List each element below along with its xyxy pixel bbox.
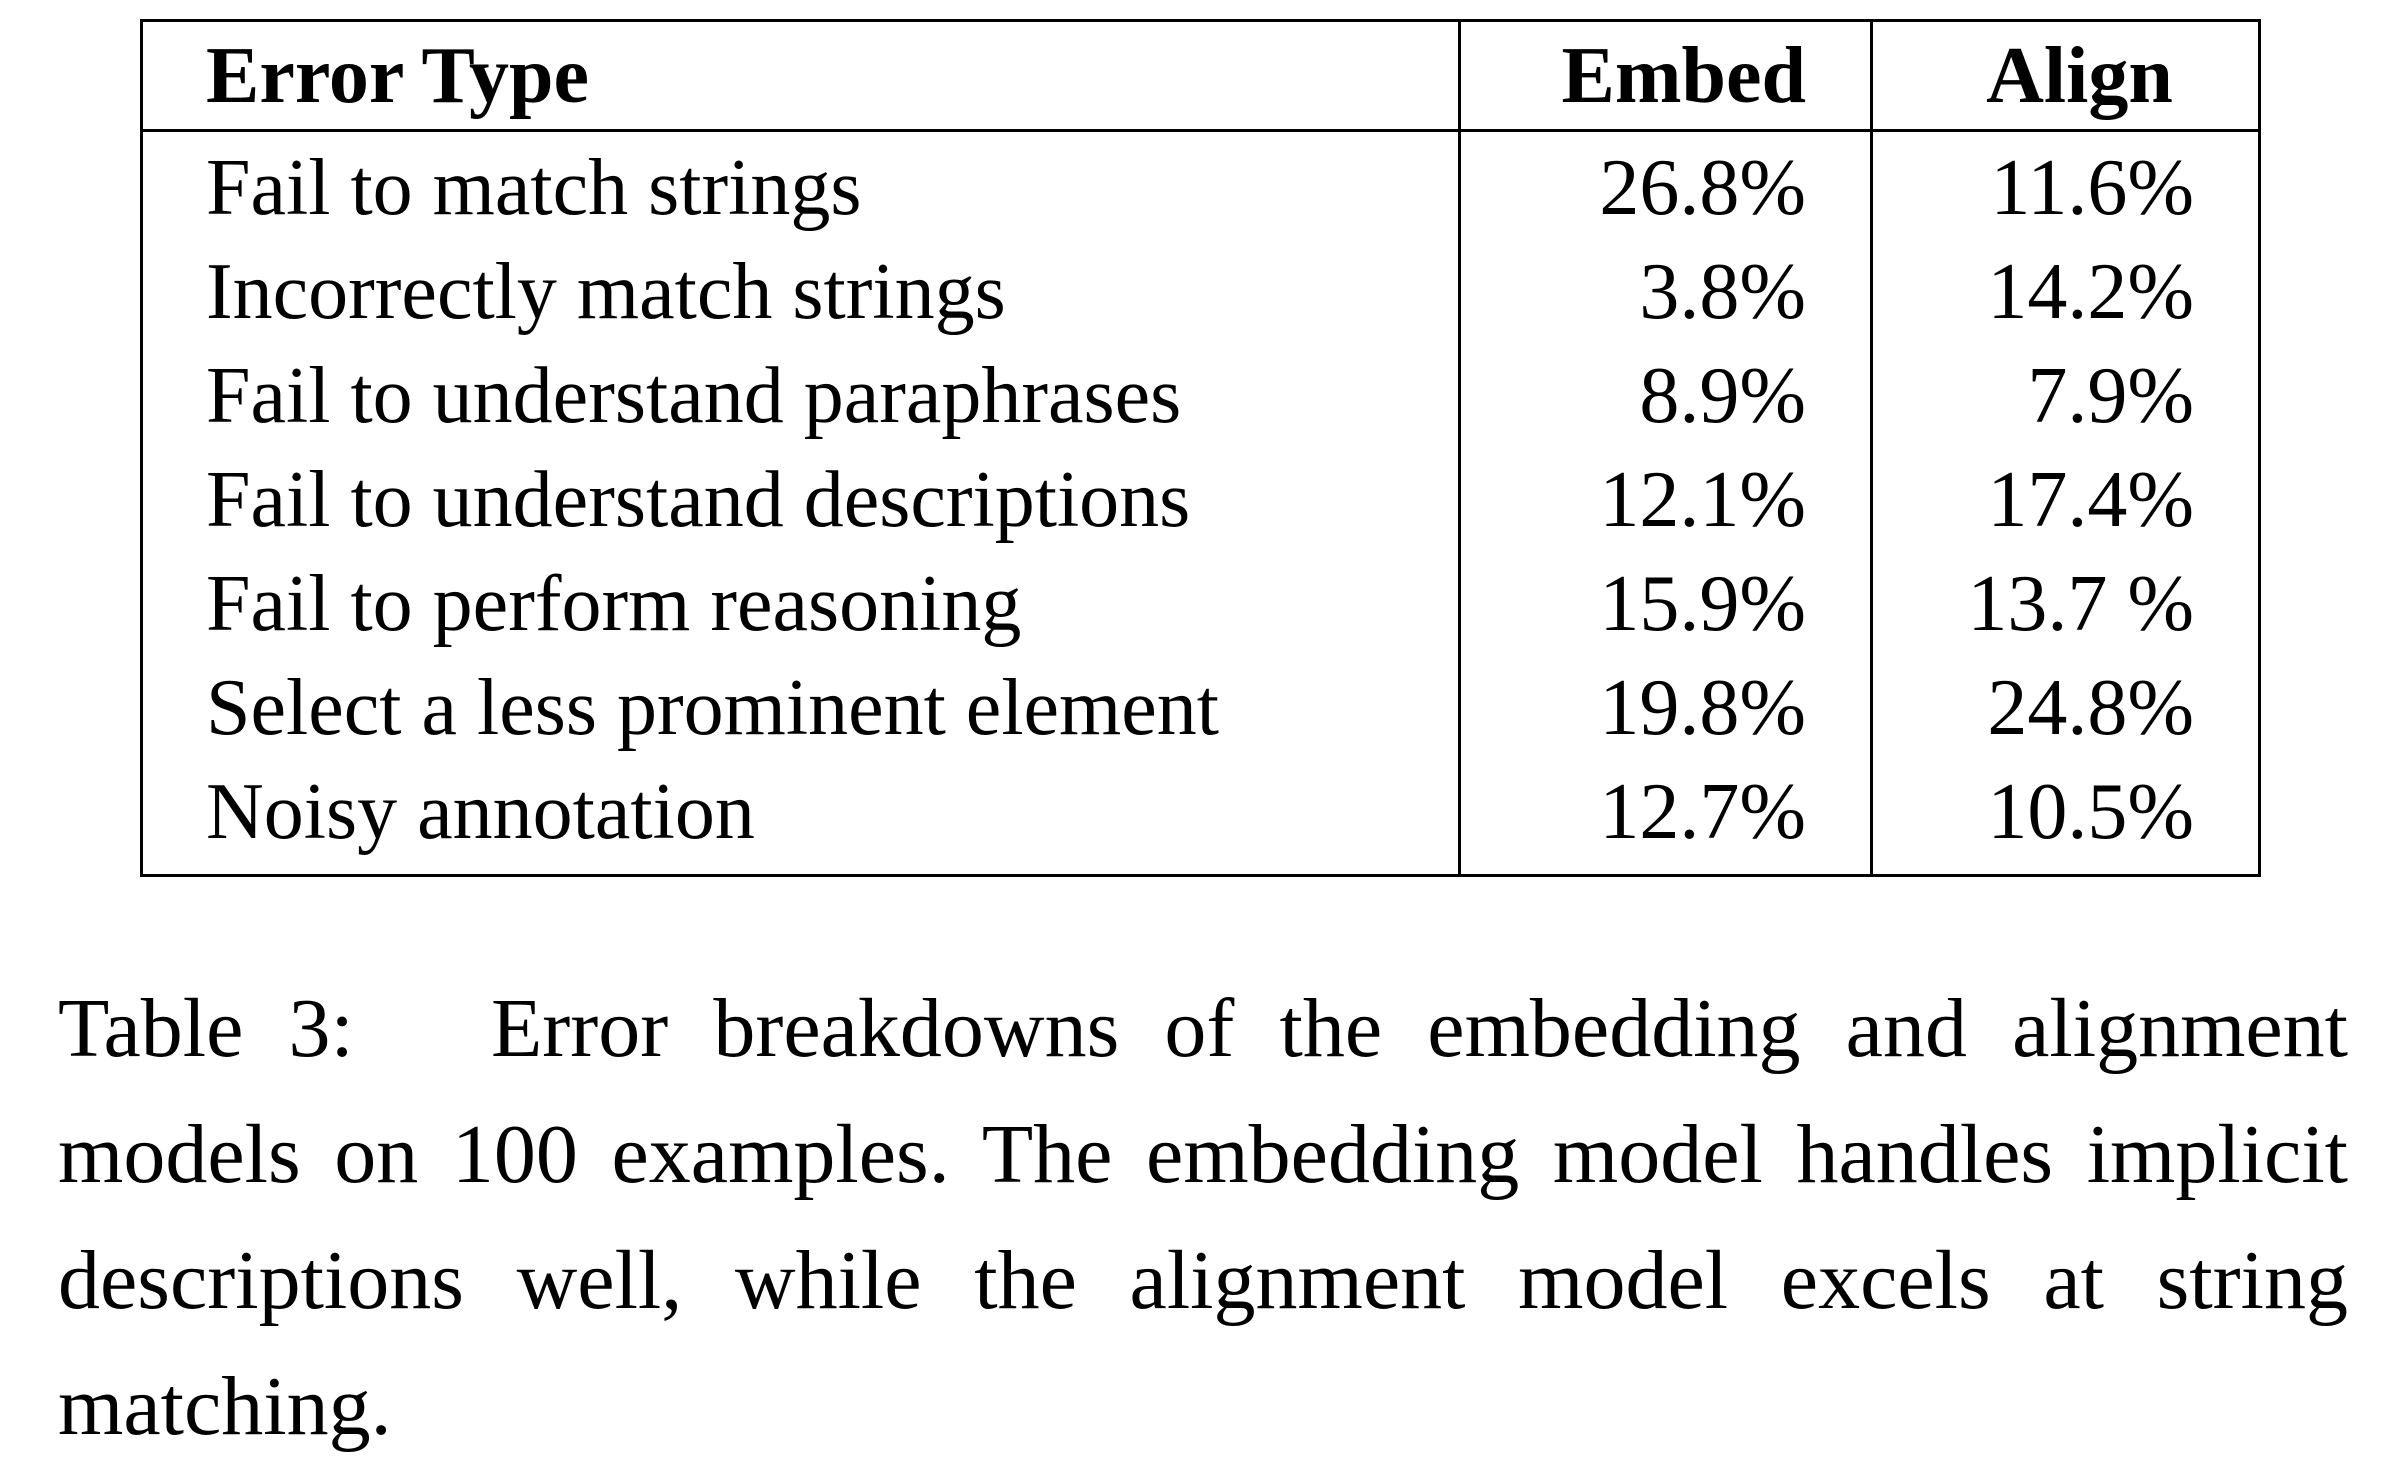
align-value-cell: 13.7 % [1870, 552, 2260, 656]
table-row: Select a less prominent element 19.8% 24… [142, 656, 2260, 760]
error-type-cell: Noisy annotation [206, 768, 755, 856]
embed-value-cell: 3.8% [1458, 240, 1872, 344]
align-value-cell: 17.4% [1870, 448, 2260, 552]
embed-value-cell: 19.8% [1458, 656, 1872, 760]
align-value-cell: 11.6% [1870, 130, 2260, 240]
header-align: Align [1870, 20, 2260, 132]
embed-value-cell: 26.8% [1458, 130, 1872, 240]
caption-text: Error breakdowns of the embedding and al… [58, 982, 2349, 1453]
error-breakdown-table: Error Type Embed Align Fail to match str… [140, 19, 2261, 877]
error-type-cell: Fail to understand paraphrases [206, 352, 1182, 440]
table-row: Fail to understand descriptions 12.1% 17… [142, 448, 2260, 552]
align-value-cell: 24.8% [1870, 656, 2260, 760]
align-value-cell: 14.2% [1870, 240, 2260, 344]
table-header-row: Error Type Embed Align [141, 20, 2260, 132]
table-row: Fail to perform reasoning 15.9% 13.7 % [142, 552, 2260, 656]
table-row: Incorrectly match strings 3.8% 14.2% [142, 240, 2260, 344]
embed-value-cell: 8.9% [1458, 344, 1872, 448]
embed-value-cell: 12.1% [1458, 448, 1872, 552]
embed-value-cell: 15.9% [1458, 552, 1872, 656]
embed-value-cell: 12.7% [1458, 760, 1872, 876]
table-row: Noisy annotation 12.7% 10.5% [142, 760, 2260, 876]
error-type-cell: Fail to match strings [206, 144, 862, 232]
header-embed: Embed [1458, 20, 1872, 132]
error-type-cell: Select a less prominent element [206, 664, 1220, 752]
error-type-cell: Incorrectly match strings [206, 248, 1006, 336]
table-caption: Table 3: Error breakdowns of the embeddi… [58, 966, 2348, 1470]
table-row: Fail to match strings 26.8% 11.6% [142, 130, 2260, 240]
header-error-type: Error Type [141, 20, 1460, 132]
error-type-cell: Fail to understand descriptions [206, 456, 1191, 544]
table-row: Fail to understand paraphrases 8.9% 7.9% [142, 344, 2260, 448]
error-type-cell: Fail to perform reasoning [206, 560, 1022, 648]
align-value-cell: 10.5% [1870, 760, 2260, 876]
caption-label: Table 3: [58, 982, 354, 1075]
align-value-cell: 7.9% [1870, 344, 2260, 448]
